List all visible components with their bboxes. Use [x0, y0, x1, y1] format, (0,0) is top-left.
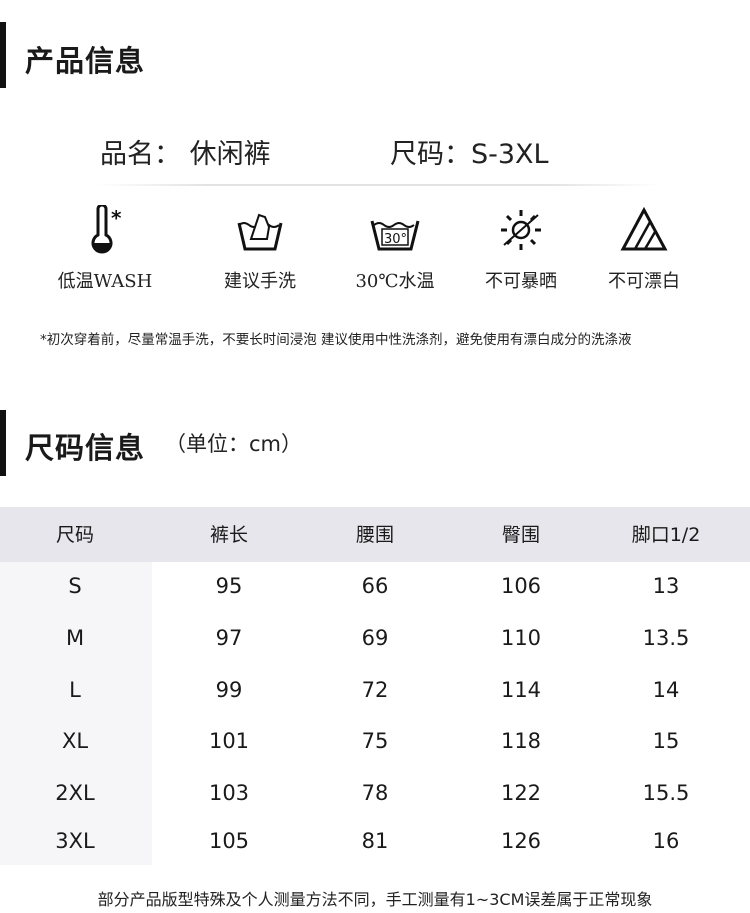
care-label: 30℃水温: [355, 271, 435, 292]
size-info-title: 尺码信息: [25, 431, 146, 465]
column-header: 裤长: [209, 524, 248, 546]
care-item: 建议手洗: [195, 205, 325, 293]
measurement-cell: 103: [208, 781, 250, 805]
footer-note: 部分产品版型特殊及个人测量方法不同，手工测量有1~3CM误差属于正常现象: [97, 890, 653, 909]
measurement-cell: 126: [500, 829, 542, 853]
column-header: 腰围: [355, 524, 394, 546]
measurement-cell: 13.5: [642, 626, 690, 650]
measurement-cell: 81: [361, 829, 389, 853]
name-label: 品名：: [100, 139, 181, 170]
measurement-cell: 97: [215, 626, 243, 650]
care-label: 低温WASH: [57, 271, 153, 292]
table-header: [0, 507, 750, 562]
column-header: 脚口1/2: [631, 524, 701, 546]
size-cell: S: [68, 574, 82, 598]
measurement-cell: 15: [652, 729, 680, 753]
no-bleach-icon: [620, 206, 668, 251]
measurement-cell: 99: [215, 678, 243, 702]
size-cell: XL: [61, 729, 89, 753]
measurement-cell: 66: [361, 574, 389, 598]
care-item: * 低温WASH: [40, 205, 170, 293]
care-item: 不可暴晒: [456, 205, 586, 293]
hand-wash-icon: [237, 213, 283, 251]
column-header: 臀围: [501, 524, 540, 546]
name-value: 休闲裤: [189, 139, 271, 170]
care-label: 建议手洗: [224, 271, 296, 292]
wash-30-icon: 30°: [370, 220, 420, 251]
measurement-cell: 114: [500, 678, 542, 702]
size-cell: 3XL: [55, 829, 95, 853]
size-cell: 2XL: [55, 781, 95, 805]
care-item: 不可漂白: [579, 205, 709, 293]
measurement-cell: 75: [361, 729, 389, 753]
care-note: *初次穿着前，尽量常温手洗，不要长时间浸泡 建议使用中性洗涤剂，避免使用有漂白成…: [40, 332, 632, 348]
size-cell: M: [65, 626, 85, 650]
size-label: 尺码：: [390, 139, 471, 170]
column-header: 尺码: [55, 524, 94, 546]
care-item: 30° 30℃水温: [330, 205, 460, 293]
measurement-cell: 106: [500, 574, 542, 598]
measurement-cell: 15.5: [642, 781, 690, 805]
measurement-cell: 78: [361, 781, 389, 805]
measurement-cell: 72: [361, 678, 389, 702]
measurement-cell: 118: [500, 729, 542, 753]
care-label: 不可暴晒: [485, 271, 557, 292]
product-size: 尺码：S-3XL: [390, 132, 549, 171]
measurement-cell: 95: [215, 574, 243, 598]
product-info-title: 产品信息: [25, 44, 146, 78]
measurement-cell: 110: [500, 626, 542, 650]
thermometer-cold-icon: *: [91, 205, 122, 254]
measurement-cell: 69: [361, 626, 389, 650]
svg-text:30°: 30°: [384, 232, 407, 247]
size-cell: L: [69, 678, 81, 702]
unit-label: （单位：cm）: [165, 432, 303, 456]
size-column-bg: [0, 562, 152, 865]
measurement-cell: 16: [652, 829, 680, 853]
measurement-cell: 122: [500, 781, 542, 805]
measurement-cell: 105: [208, 829, 250, 853]
measurement-cell: 101: [208, 729, 250, 753]
divider: [95, 184, 660, 186]
size-value: S-3XL: [471, 139, 549, 170]
care-label: 不可漂白: [608, 271, 680, 292]
measurement-cell: 13: [652, 574, 680, 598]
section-bar: [0, 22, 6, 88]
product-name: 品名： 休闲裤: [100, 132, 271, 171]
svg-text:*: *: [111, 206, 122, 230]
no-sun-icon: [501, 210, 541, 250]
measurement-cell: 14: [652, 678, 680, 702]
section-bar: [0, 410, 6, 476]
